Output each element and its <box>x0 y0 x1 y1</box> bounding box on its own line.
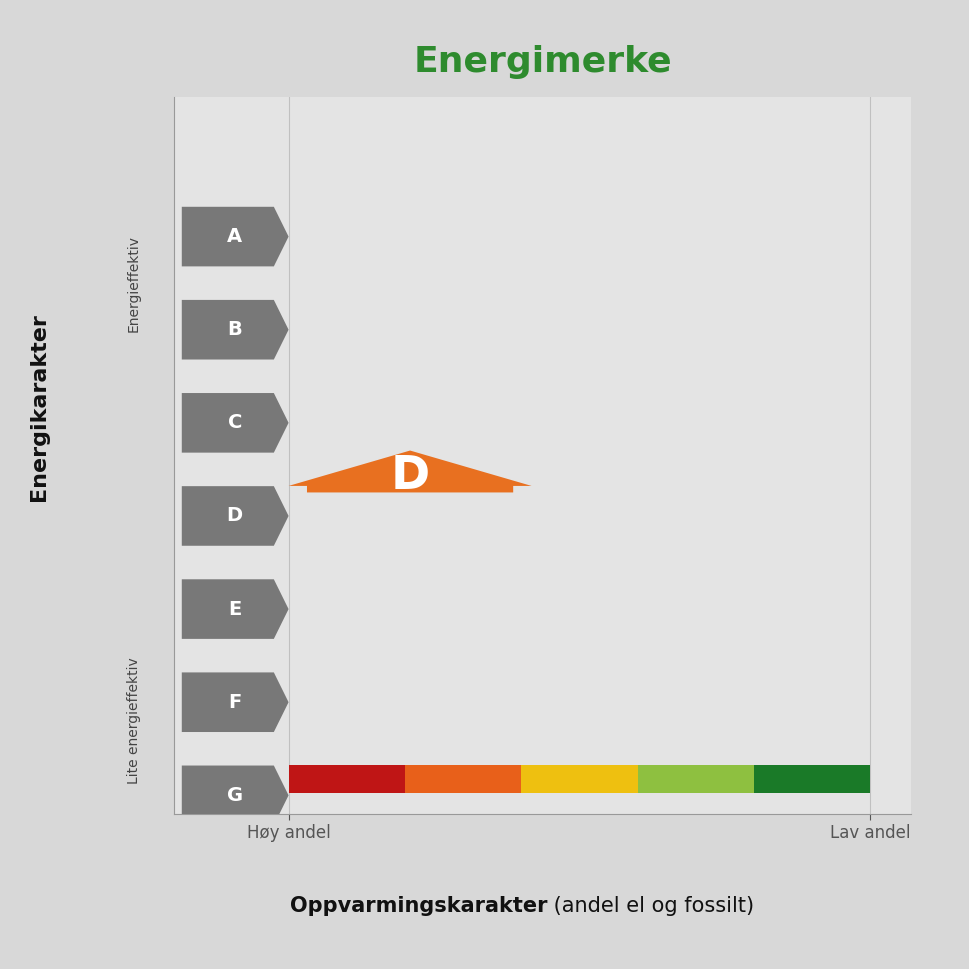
Bar <box>754 765 870 793</box>
Polygon shape <box>182 486 289 546</box>
Text: Lite energieffektiv: Lite energieffektiv <box>127 657 141 784</box>
Text: E: E <box>228 600 241 618</box>
Bar <box>289 765 405 793</box>
Text: A: A <box>228 227 242 246</box>
Text: F: F <box>228 693 241 711</box>
Text: D: D <box>227 507 243 525</box>
Text: Energikarakter: Energikarakter <box>29 313 48 501</box>
Polygon shape <box>182 300 289 359</box>
Polygon shape <box>182 766 289 826</box>
Text: D: D <box>391 454 429 499</box>
Polygon shape <box>182 393 289 453</box>
Text: G: G <box>227 786 243 805</box>
Text: Energieffektiv: Energieffektiv <box>127 234 141 331</box>
Polygon shape <box>182 579 289 639</box>
Text: Oppvarmingskarakter: Oppvarmingskarakter <box>290 896 547 916</box>
Polygon shape <box>289 451 532 492</box>
Text: (andel el og fossilt): (andel el og fossilt) <box>547 896 755 916</box>
Bar <box>521 765 638 793</box>
Polygon shape <box>182 672 289 732</box>
Polygon shape <box>182 206 289 266</box>
Bar <box>405 765 521 793</box>
Title: Energimerke: Energimerke <box>414 45 672 78</box>
Text: B: B <box>228 320 242 339</box>
Text: C: C <box>228 414 242 432</box>
Bar <box>638 765 754 793</box>
